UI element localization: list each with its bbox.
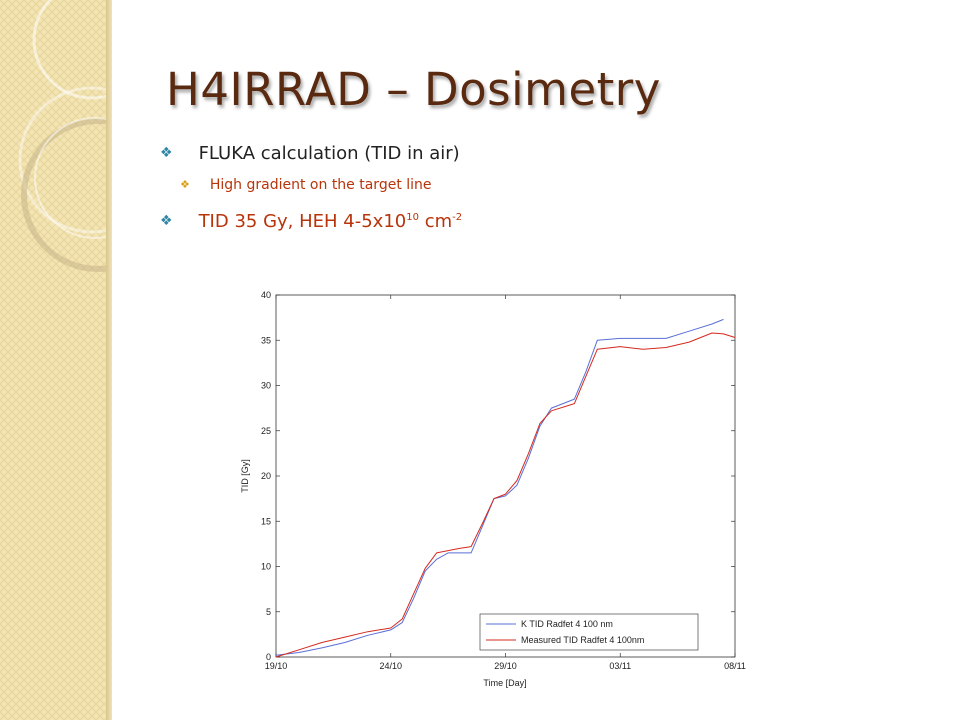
- y-tick-label: 40: [261, 290, 271, 300]
- bullet-fluka-calculation: ❖ FLUKA calculation (TID in air): [160, 143, 460, 164]
- series-line-measured: [275, 332, 736, 658]
- bullet-text-pre: TID 35 Gy, HEH 4-5x10: [198, 211, 407, 232]
- legend-label-measured: Measured TID Radfet 4 100nm: [521, 635, 644, 645]
- y-tick-label: 35: [261, 335, 271, 345]
- bullet-tid-heh: ❖ TID 35 Gy, HEH 4-5x1010 cm-2: [160, 211, 462, 232]
- exponent-minus-2: -2: [452, 212, 463, 223]
- y-tick-label: 25: [261, 426, 271, 436]
- four-diamond-bullet-icon: ❖: [180, 178, 190, 191]
- plot-background: [275, 294, 736, 658]
- sub-bullet-high-gradient: ❖ High gradient on the target line: [180, 177, 432, 193]
- y-axis-label: TID [Gy]: [240, 459, 250, 493]
- y-tick-label: 30: [261, 381, 271, 391]
- y-tick-label: 0: [266, 652, 271, 662]
- legend-box: [479, 613, 699, 651]
- exponent-10: 10: [406, 212, 419, 223]
- slide-title: H4IRRAD – Dosimetry: [166, 63, 661, 116]
- four-diamond-bullet-icon: ❖: [160, 213, 173, 229]
- side-panel-edge: [106, 0, 112, 720]
- bullet-text: FLUKA calculation (TID in air): [198, 143, 460, 164]
- tid-chart: 0 5 10 15 20 25 30 35 40 19/10 24/10 29/10 03/11 08/…: [240, 290, 746, 688]
- y-tick-label: 10: [261, 562, 271, 572]
- y-tick-label: 15: [261, 516, 271, 526]
- y-ticks: 0 5 10 15 20 25 30 35 40: [261, 290, 735, 662]
- four-diamond-bullet-icon: ❖: [160, 145, 173, 161]
- x-ticks: 19/10 24/10 29/10 03/11 08/11: [265, 295, 746, 671]
- y-tick-label: 20: [261, 471, 271, 481]
- sub-bullet-text: High gradient on the target line: [209, 177, 432, 193]
- decorative-side-panel: [0, 0, 106, 720]
- x-tick-label: 19/10: [265, 661, 288, 671]
- bullet-text-mid: cm: [418, 211, 453, 232]
- x-tick-label: 29/10: [494, 661, 517, 671]
- y-tick-label: 5: [266, 607, 271, 617]
- x-tick-label: 08/11: [724, 661, 746, 671]
- legend-label-calc: K TID Radfet 4 100 nm: [521, 619, 613, 629]
- x-axis-label: Time [Day]: [483, 678, 526, 688]
- x-tick-label: 03/11: [609, 661, 631, 671]
- x-tick-label: 24/10: [379, 661, 402, 671]
- series-lines: [275, 318, 736, 658]
- legend: K TID Radfet 4 100 nm Measured TID Radfe…: [479, 613, 699, 651]
